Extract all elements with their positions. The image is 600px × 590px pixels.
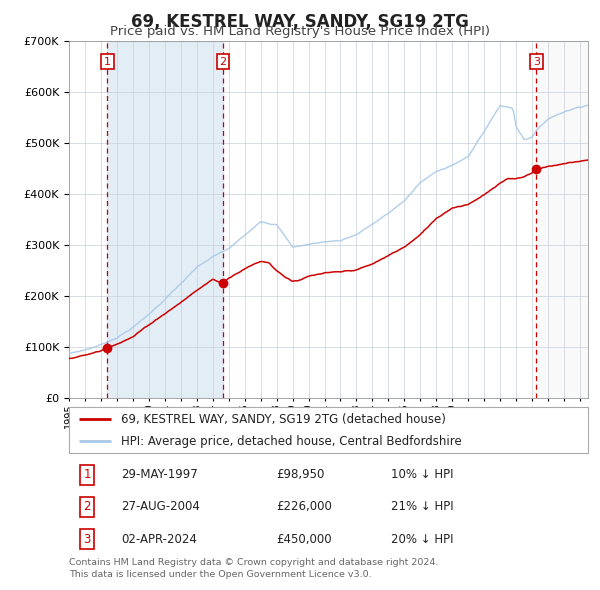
Text: 69, KESTREL WAY, SANDY, SG19 2TG: 69, KESTREL WAY, SANDY, SG19 2TG xyxy=(131,13,469,31)
FancyBboxPatch shape xyxy=(69,407,588,453)
Text: 20% ↓ HPI: 20% ↓ HPI xyxy=(391,533,453,546)
Text: Contains HM Land Registry data © Crown copyright and database right 2024.
This d: Contains HM Land Registry data © Crown c… xyxy=(69,558,439,579)
Text: HPI: Average price, detached house, Central Bedfordshire: HPI: Average price, detached house, Cent… xyxy=(121,434,461,448)
Text: Price paid vs. HM Land Registry's House Price Index (HPI): Price paid vs. HM Land Registry's House … xyxy=(110,25,490,38)
Text: 1: 1 xyxy=(104,57,111,67)
Text: 02-APR-2024: 02-APR-2024 xyxy=(121,533,197,546)
Text: £98,950: £98,950 xyxy=(277,468,325,481)
Bar xyxy=(536,41,588,398)
Text: 29-MAY-1997: 29-MAY-1997 xyxy=(121,468,197,481)
Text: 27-AUG-2004: 27-AUG-2004 xyxy=(121,500,200,513)
Text: 21% ↓ HPI: 21% ↓ HPI xyxy=(391,500,454,513)
Text: 2: 2 xyxy=(83,500,91,513)
Text: 10% ↓ HPI: 10% ↓ HPI xyxy=(391,468,453,481)
Text: 1: 1 xyxy=(83,468,91,481)
Text: 3: 3 xyxy=(83,533,91,546)
Text: 69, KESTREL WAY, SANDY, SG19 2TG (detached house): 69, KESTREL WAY, SANDY, SG19 2TG (detach… xyxy=(121,413,446,426)
Text: 2: 2 xyxy=(220,57,227,67)
Bar xyxy=(536,41,588,398)
Text: £450,000: £450,000 xyxy=(277,533,332,546)
Text: £226,000: £226,000 xyxy=(277,500,332,513)
Text: 3: 3 xyxy=(533,57,540,67)
Bar xyxy=(107,41,223,398)
